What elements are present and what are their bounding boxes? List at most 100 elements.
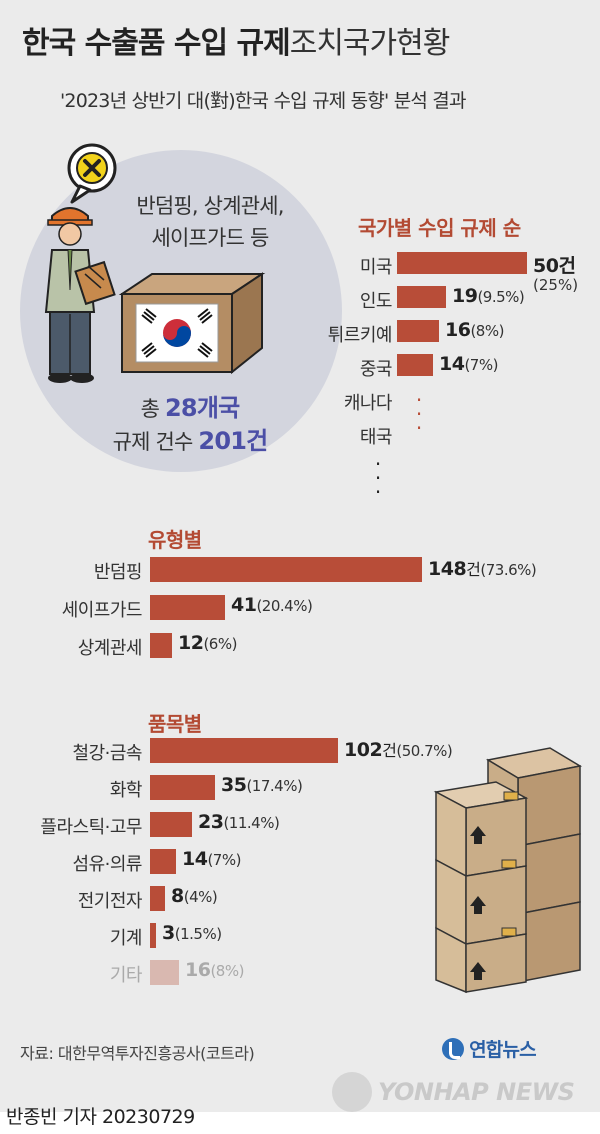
- type-bar-2: [150, 633, 172, 658]
- item-value-2: 23(11.4%): [198, 811, 280, 833]
- total-countries: 28개국: [165, 394, 240, 422]
- country-label-2: 튀르키예: [327, 325, 393, 346]
- item-bar-5: [150, 923, 156, 948]
- country-pct-3: (7%): [464, 356, 498, 374]
- item-pct-2: (11.4%): [223, 814, 280, 832]
- country-value-number-0: 50건: [533, 255, 576, 277]
- country-value-3: 14(7%): [439, 353, 498, 375]
- item-value-6: 16(8%): [185, 959, 244, 981]
- item-value-number-3: 14: [182, 848, 208, 870]
- measures-line-2: 세이프가드 등: [151, 226, 270, 250]
- item-value-number-5: 3: [162, 922, 175, 944]
- country-label-5: 태국: [359, 427, 393, 448]
- country-bar-3: [397, 354, 433, 376]
- item-value-number-0: 102: [344, 739, 383, 761]
- footer-bar: [0, 1112, 600, 1134]
- page-title: 한국 수출품 수입 규제조치국가현황: [22, 18, 451, 62]
- type-value-2: 12(6%): [178, 632, 237, 654]
- item-pct-1: (17.4%): [246, 777, 303, 795]
- country-pct-0: (25%): [533, 276, 579, 294]
- item-label-2: 플라스틱·고무: [40, 817, 142, 838]
- item-value-3: 14(7%): [182, 848, 241, 870]
- country-chart-title: 국가별 수입 규제 순: [358, 216, 521, 240]
- country-label-3: 중국: [359, 359, 393, 380]
- inspector-icon: [44, 207, 116, 383]
- brand-ko-block: 연합뉴스: [442, 1035, 537, 1062]
- type-value-number-2: 12: [178, 632, 204, 654]
- item-label-3: 섬유·의류: [72, 854, 143, 875]
- item-value-4: 8(4%): [171, 885, 218, 907]
- type-label-1: 세이프가드: [61, 600, 143, 621]
- item-pct-4: (4%): [183, 888, 218, 906]
- item-pct-3: (7%): [207, 851, 241, 869]
- type-label-2: 상계관세: [77, 638, 143, 659]
- total-countries-line: 총 28개국: [60, 392, 320, 425]
- title-bold: 한국 수출품 수입 규제: [22, 26, 291, 61]
- count-value: 201건: [198, 427, 268, 455]
- item-bar-3: [150, 849, 176, 874]
- country-value-2: 16(8%): [445, 319, 504, 341]
- title-light: 조치국가현황: [289, 26, 451, 61]
- country-more-dots-red: · · ·: [415, 388, 423, 440]
- type-label-0: 반덤핑: [93, 562, 143, 583]
- item-value-5: 3(1.5%): [162, 922, 222, 944]
- country-bar-1: [397, 286, 446, 308]
- byline-date: 20230729: [102, 1106, 195, 1128]
- country-value-1: 19(9.5%): [452, 285, 525, 307]
- country-more-dots: · · ·: [374, 452, 382, 504]
- country-value-0: 50건: [533, 251, 576, 278]
- item-chart-title: 품목별: [148, 712, 202, 736]
- byline: 반종빈 기자 20230729: [6, 1102, 195, 1129]
- type-pct-2: (6%): [203, 635, 237, 653]
- country-bar-2: [397, 320, 439, 342]
- item-pct-0: (50.7%): [396, 742, 453, 760]
- measures-text: 반덤핑, 상계관세, 세이프가드 등: [100, 190, 320, 254]
- count-prefix: 규제 건수: [112, 430, 199, 454]
- item-value-number-2: 23: [198, 811, 224, 833]
- korea-box-icon: [118, 272, 266, 375]
- item-value-0: 102건(50.7%): [344, 737, 453, 761]
- subtitle: '2023년 상반기 대(對)한국 수입 규제 동향' 분석 결과: [60, 90, 466, 112]
- item-bar-0: [150, 738, 338, 763]
- item-label-1: 화학: [109, 780, 143, 801]
- item-bar-4: [150, 886, 165, 911]
- item-value-1: 35(17.4%): [221, 774, 303, 796]
- type-pct-1: (20.4%): [256, 597, 313, 615]
- type-value-number-0: 148: [428, 558, 467, 580]
- country-pct-1: (9.5%): [477, 288, 525, 306]
- item-bar-6: [150, 960, 179, 985]
- yonhap-logo-icon: [442, 1037, 464, 1060]
- type-value-unit-0: 건: [466, 560, 481, 579]
- item-value-unit-0: 건: [382, 741, 397, 760]
- stacked-boxes-icon: [433, 747, 583, 994]
- type-chart-title: 유형별: [148, 528, 202, 552]
- byline-name: 반종빈 기자: [6, 1106, 97, 1128]
- watermark-logo-icon: [332, 1072, 372, 1112]
- item-label-4: 전기전자: [77, 891, 143, 912]
- item-label-0: 철강·금속: [72, 743, 143, 764]
- type-bar-1: [150, 595, 225, 620]
- item-value-number-4: 8: [171, 885, 184, 907]
- type-value-number-1: 41: [231, 594, 257, 616]
- country-label-0: 미국: [359, 257, 393, 278]
- item-bar-2: [150, 812, 192, 837]
- item-pct-5: (1.5%): [174, 925, 222, 943]
- item-value-number-1: 35: [221, 774, 247, 796]
- country-value-number-2: 16: [445, 319, 471, 341]
- brand-ko: 연합뉴스: [469, 1039, 537, 1061]
- total-count-line: 규제 건수 201건: [60, 425, 320, 458]
- item-pct-6: (8%): [210, 962, 244, 980]
- item-value-number-6: 16: [185, 959, 211, 981]
- item-bar-1: [150, 775, 215, 800]
- country-value-number-1: 19: [452, 285, 478, 307]
- brand-en-watermark: YONHAP NEWS: [378, 1078, 575, 1106]
- measures-line-1: 반덤핑, 상계관세,: [136, 194, 284, 218]
- item-label-5: 기계: [109, 928, 143, 949]
- country-bar-0: [397, 252, 527, 274]
- country-pct-2: (8%): [470, 322, 504, 340]
- type-value-1: 41(20.4%): [231, 594, 313, 616]
- total-prefix: 총: [140, 397, 166, 421]
- country-value-number-3: 14: [439, 353, 465, 375]
- country-label-4: 캐나다: [343, 393, 393, 414]
